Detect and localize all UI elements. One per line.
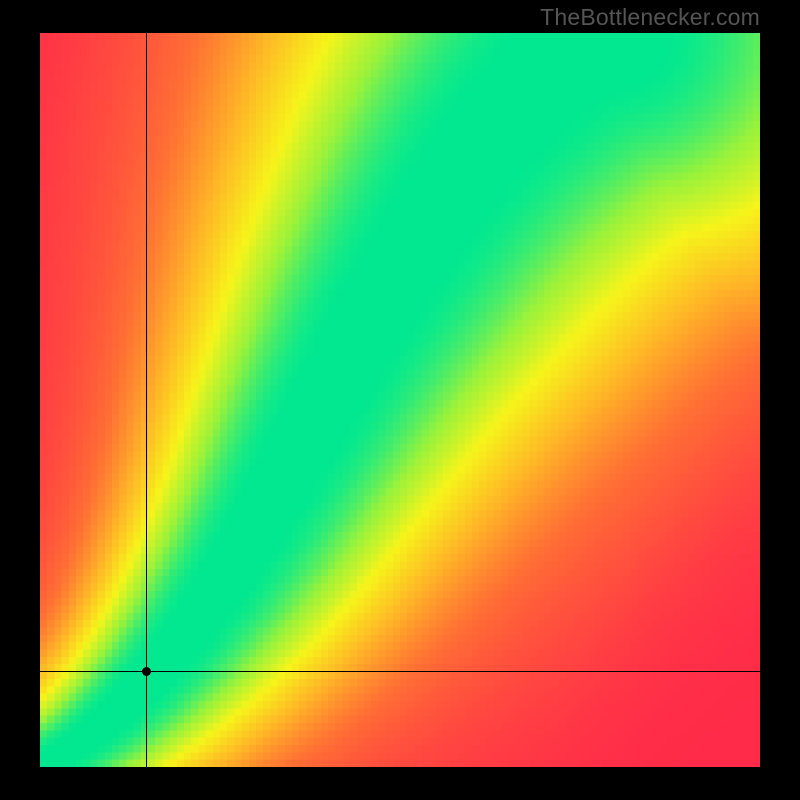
chart-container: TheBottlenecker.com — [0, 0, 800, 800]
watermark-text: TheBottlenecker.com — [540, 4, 760, 31]
crosshair-vertical — [146, 33, 147, 767]
bottleneck-heatmap — [40, 33, 760, 767]
